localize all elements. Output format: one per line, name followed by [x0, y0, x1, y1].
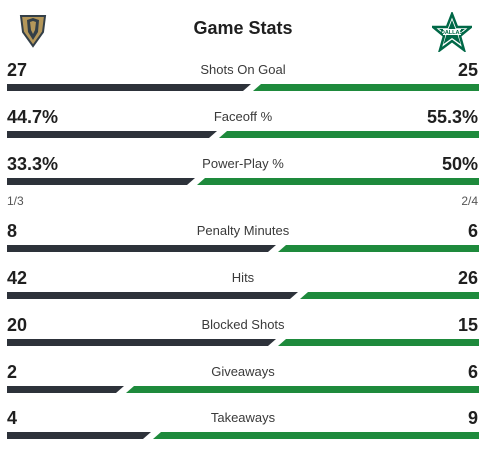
stat-label: Hits — [231, 270, 255, 285]
home-value: 4 — [7, 408, 18, 428]
stat-label: Faceoff % — [213, 109, 273, 124]
home-bar-segment — [7, 245, 276, 252]
stat-row: 4 Takeaways 9 — [0, 408, 486, 456]
home-value: 42 — [7, 268, 28, 288]
stat-label: Takeaways — [210, 410, 276, 425]
comparison-bar — [7, 386, 479, 393]
home-value: 44.7% — [7, 107, 59, 127]
stat-label: Blocked Shots — [201, 317, 285, 332]
home-bar-segment — [7, 178, 195, 185]
page-title: Game Stats — [193, 18, 293, 38]
comparison-bar — [7, 178, 479, 185]
stat-label: Giveaways — [211, 364, 275, 379]
home-bar-segment — [7, 84, 251, 91]
home-value: 20 — [7, 315, 28, 335]
dallas-stars-logo: DALLAS — [432, 12, 472, 52]
away-bar-segment — [197, 178, 479, 185]
powerplay-detail-home: 1/3 — [7, 194, 24, 208]
away-bar-segment — [219, 131, 479, 138]
stat-label: Power-Play % — [202, 156, 284, 171]
away-value: 26 — [457, 268, 478, 288]
away-bar-segment — [278, 339, 479, 346]
away-bar-segment — [126, 386, 479, 393]
stat-row: 44.7% Faceoff % 55.3% — [0, 107, 486, 155]
vegas-golden-knights-logo — [19, 15, 47, 48]
away-value: 6 — [467, 221, 478, 241]
stat-label: Penalty Minutes — [196, 223, 290, 238]
home-value: 27 — [7, 60, 28, 80]
away-bar-segment — [300, 292, 479, 299]
stat-row: 27 Shots On Goal 25 — [0, 60, 486, 108]
comparison-bar — [7, 131, 479, 138]
away-bar-segment — [253, 84, 479, 91]
home-value: 2 — [7, 362, 18, 382]
comparison-bar — [7, 245, 479, 252]
away-value: 25 — [457, 60, 478, 80]
home-bar-segment — [7, 292, 298, 299]
comparison-bar — [7, 432, 479, 439]
stat-row: 42 Hits 26 — [0, 268, 486, 316]
stat-row: 20 Blocked Shots 15 — [0, 315, 486, 363]
stat-label: Shots On Goal — [200, 62, 286, 77]
home-value: 33.3% — [7, 154, 59, 174]
home-bar-segment — [7, 432, 151, 439]
svg-text:DALLAS: DALLAS — [441, 30, 464, 36]
away-value: 50% — [441, 154, 478, 174]
stat-row: 8 Penalty Minutes 6 — [0, 221, 486, 269]
away-value: 55.3% — [426, 107, 478, 127]
away-bar-segment — [278, 245, 479, 252]
game-stats-header: Game Stats DALLAS — [0, 0, 486, 60]
powerplay-detail-away: 2/4 — [461, 194, 478, 208]
comparison-bar — [7, 292, 479, 299]
stat-row: 2 Giveaways 6 — [0, 362, 486, 410]
away-value: 6 — [467, 362, 478, 382]
away-value: 15 — [457, 315, 478, 335]
comparison-bar — [7, 339, 479, 346]
home-bar-segment — [7, 339, 276, 346]
away-bar-segment — [153, 432, 479, 439]
home-bar-segment — [7, 386, 124, 393]
home-value: 8 — [7, 221, 18, 241]
comparison-bar — [7, 84, 479, 91]
away-value: 9 — [467, 408, 478, 428]
stat-row: 33.3% Power-Play % 50% — [0, 154, 486, 202]
home-bar-segment — [7, 131, 217, 138]
